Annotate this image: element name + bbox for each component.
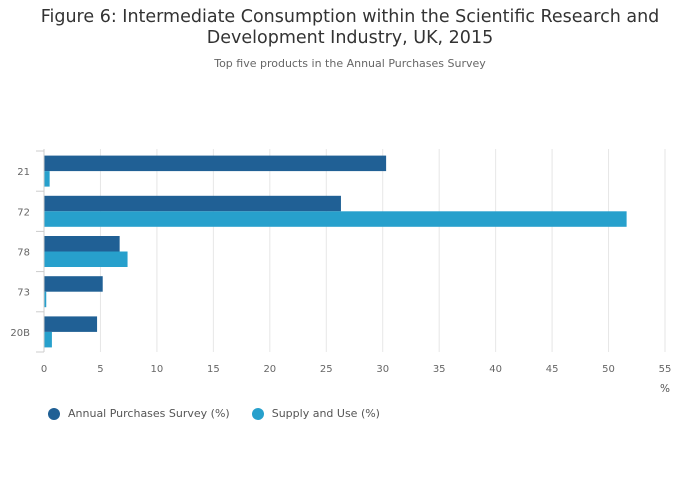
x-tick-label-55: 55 [659,364,672,375]
bar-supply-and-use-72[interactable] [44,211,627,227]
x-tick-label-30: 30 [376,364,389,375]
y-tick-label-21: 21 [17,167,30,178]
x-tick-label-50: 50 [602,364,615,375]
x-tick-label-25: 25 [320,364,333,375]
x-tick-label-0: 0 [41,364,47,375]
legend-label-supply-and-use: Supply and Use (%) [271,407,380,420]
x-tick-label-15: 15 [207,364,220,375]
legend-item-annual-purchases-survey[interactable]: Annual Purchases Survey (%) [48,407,230,420]
y-tick-label-20B: 20B [10,328,30,339]
x-tick-label-5: 5 [97,364,103,375]
legend-item-supply-and-use[interactable]: Supply and Use (%) [251,407,380,420]
x-tick-label-35: 35 [433,364,446,375]
bars [44,155,627,348]
x-tick-label-20: 20 [263,364,276,375]
chart-legend: Annual Purchases Survey (%) Supply and U… [48,407,402,420]
axes: 0 5 10 15 20 25 30 35 40 45 50 55 21 72 78 73 20B% [10,149,671,395]
bar-annual-purchases-survey-21[interactable] [44,155,387,172]
bar-annual-purchases-survey-20B[interactable] [44,316,98,332]
bar-supply-and-use-73[interactable] [44,291,47,308]
legend-label-annual-purchases-survey: Annual Purchases Survey (%) [68,407,230,420]
y-tick-label-72: 72 [17,207,30,218]
x-tick-label-40: 40 [489,364,502,375]
x-tick-label-10: 10 [151,364,164,375]
bar-annual-purchases-survey-72[interactable] [44,195,341,212]
y-tick-label-73: 73 [17,288,30,299]
chart-title: Figure 6: Intermediate Consumption withi… [40,7,660,48]
y-tick-label-78: 78 [17,248,30,259]
chart-subtitle: Top five products in the Annual Purchase… [214,57,486,70]
bar-annual-purchases-survey-73[interactable] [44,276,103,292]
x-tick-label-45: 45 [546,364,559,375]
bar-annual-purchases-survey-78[interactable] [44,236,120,252]
x-axis-label: % [660,383,670,395]
gridlines [99,149,666,352]
legend-swatch-supply-and-use [251,407,264,420]
bar-supply-and-use-78[interactable] [44,251,128,268]
legend-swatch-annual-purchases-survey [48,407,60,420]
bar-supply-and-use-21[interactable] [44,171,50,187]
bar-supply-and-use-20B[interactable] [44,331,52,348]
